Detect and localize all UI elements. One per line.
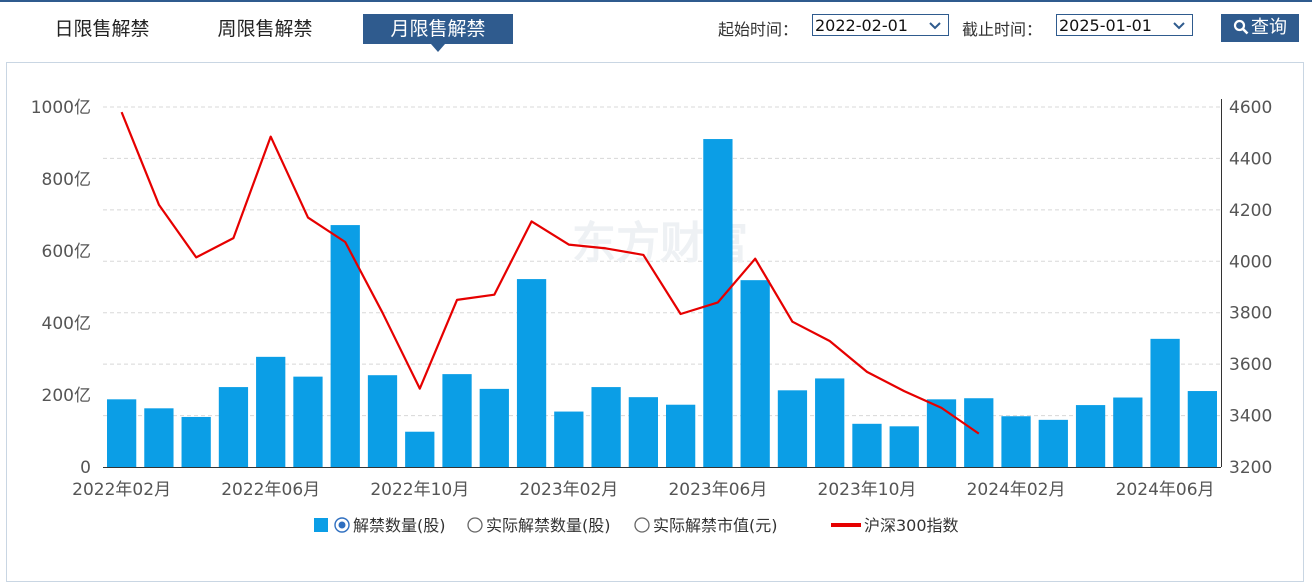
left-tick-label: 600亿: [42, 242, 91, 262]
legend-bar-swatch-icon: [314, 517, 350, 533]
query-button[interactable]: 查询: [1221, 14, 1299, 42]
radio-unselected-icon: [634, 517, 650, 533]
legend-label: 实际解禁数量(股): [486, 516, 611, 535]
bar: [107, 399, 137, 467]
hs300-line: [120, 111, 980, 435]
bar: [554, 411, 584, 467]
left-tick-label: 0: [80, 458, 91, 478]
legend-label: 解禁数量(股): [353, 516, 446, 535]
x-tick-label: 2023年06月: [668, 480, 767, 500]
bar: [293, 376, 323, 467]
bar: [666, 404, 696, 467]
bar: [330, 225, 360, 467]
bar: [1187, 391, 1217, 467]
legend-item-actual-shares[interactable]: 实际解禁数量(股): [466, 512, 611, 536]
x-tick-label: 2022年02月: [72, 480, 171, 500]
right-tick-label: 4600: [1229, 98, 1272, 118]
start-date-value: 2022-02-01: [815, 16, 908, 35]
legend-line-swatch-icon: [831, 523, 861, 527]
x-tick-label: 2024年06月: [1116, 480, 1215, 500]
end-time-label: 截止时间：: [962, 20, 1043, 39]
bar: [628, 397, 658, 467]
start-time-label: 起始时间：: [718, 20, 799, 39]
bar: [777, 390, 808, 467]
x-tick-label: 2022年06月: [221, 480, 320, 500]
grid-layer: [103, 106, 1221, 417]
bar: [1113, 397, 1143, 467]
bar: [442, 374, 472, 467]
right-tick-label: 3400: [1229, 407, 1272, 427]
right-tick-label: 3600: [1229, 355, 1272, 375]
bar: [516, 279, 547, 467]
bar-layer: [107, 139, 1217, 468]
legend-item-unlock-shares[interactable]: 解禁数量(股): [313, 512, 446, 536]
radio-unselected-icon: [467, 517, 483, 533]
bar: [218, 387, 249, 467]
axis-layer: 3200 3400 3600 3800 4000 4200 4400 4600 0 200亿 400…: [31, 98, 1273, 500]
bar: [256, 356, 286, 467]
left-tick-label: 400亿: [42, 314, 91, 334]
chart-panel: [6, 62, 1304, 582]
bar: [1001, 416, 1031, 467]
bar: [852, 423, 882, 467]
bar: [926, 399, 957, 467]
bar: [591, 387, 621, 467]
bar: [740, 280, 770, 467]
bar: [367, 375, 398, 467]
bar: [181, 416, 211, 467]
legend-label: 实际解禁市值(元): [653, 516, 778, 535]
query-label: 查询: [1251, 17, 1287, 38]
legend-item-actual-value[interactable]: 实际解禁市值(元): [633, 512, 778, 536]
bar: [1038, 419, 1068, 467]
x-tick-label: 2024年02月: [967, 480, 1066, 500]
end-date-value: 2025-01-01: [1059, 16, 1152, 35]
bar: [815, 378, 845, 467]
legend-item-hs300: 沪深300指数: [830, 512, 959, 536]
line-layer: [120, 111, 980, 435]
left-tick-label: 1000亿: [31, 98, 91, 118]
bar: [405, 431, 435, 467]
right-tick-label: 3200: [1229, 458, 1272, 478]
search-icon: [1233, 17, 1251, 38]
right-tick-label: 4400: [1229, 149, 1272, 169]
bar: [889, 426, 919, 467]
right-tick-label: 4000: [1229, 252, 1272, 272]
tab-weekly[interactable]: 周限售解禁: [217, 18, 313, 40]
bar: [1075, 405, 1106, 467]
bar: [1150, 338, 1180, 467]
x-tick-label: 2022年10月: [370, 480, 469, 500]
x-tick-label: 2023年10月: [818, 480, 917, 500]
start-date-select[interactable]: 2022-02-01: [812, 14, 949, 36]
bar: [144, 408, 174, 467]
left-tick-label: 800亿: [42, 170, 91, 190]
tab-daily[interactable]: 日限售解禁: [54, 18, 150, 40]
x-tick-label: 2023年02月: [519, 480, 618, 500]
chevron-down-icon: [1172, 15, 1186, 45]
bar: [479, 388, 509, 467]
tab-monthly[interactable]: 月限售解禁: [363, 14, 513, 52]
right-tick-label: 4200: [1229, 201, 1272, 221]
left-tick-label: 200亿: [42, 386, 91, 406]
chevron-down-icon: [928, 15, 942, 45]
right-tick-label: 3800: [1229, 304, 1272, 324]
legend-label: 沪深300指数: [864, 516, 959, 535]
top-border: [0, 0, 1312, 2]
end-date-select[interactable]: 2025-01-01: [1056, 14, 1193, 36]
